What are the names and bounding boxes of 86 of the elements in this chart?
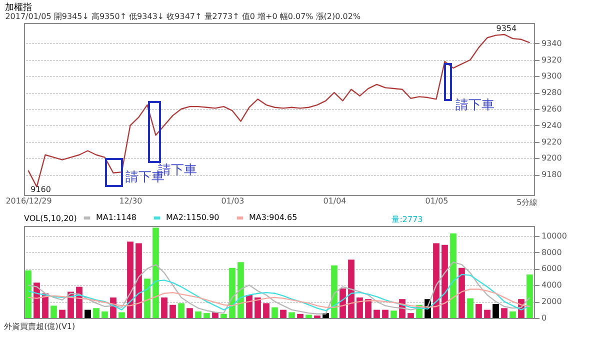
- y-tick-label: 9300: [542, 72, 562, 81]
- bar: [186, 308, 193, 318]
- bar: [272, 307, 278, 318]
- line-series: [28, 288, 530, 308]
- y-tick-label: 9280: [542, 88, 562, 98]
- bar: [59, 310, 66, 318]
- legend-label: MA1:1148: [96, 213, 137, 222]
- annotation: 9160: [30, 185, 51, 194]
- bar: [390, 310, 397, 318]
- y-tick-label: 8000: [542, 248, 562, 257]
- bar: [356, 297, 363, 318]
- bar: [76, 286, 82, 318]
- bar: [510, 311, 516, 318]
- x-tick-label: 2016/12/29: [6, 196, 52, 206]
- bar: [50, 306, 57, 318]
- text: 外資買賣超(億)(V1): [4, 320, 76, 332]
- bar: [246, 295, 252, 318]
- bar: [93, 308, 100, 318]
- x-tick-label: 01/04: [323, 196, 346, 206]
- bar: [408, 313, 414, 318]
- y-tick-label: 9260: [542, 104, 562, 114]
- bar: [450, 233, 456, 318]
- y-tick-label: 9240: [542, 120, 562, 130]
- y-tick-label: 6000: [542, 264, 562, 274]
- bar: [433, 243, 440, 318]
- bar: [84, 310, 91, 318]
- legend-label: MA2:1150.90: [166, 213, 220, 222]
- bar: [254, 297, 261, 318]
- y-tick-label: 2000: [542, 297, 562, 306]
- bar: [348, 260, 354, 318]
- bar: [144, 278, 150, 318]
- bar: [195, 311, 202, 318]
- bar: [204, 313, 210, 318]
- y-tick-label: 0: [542, 314, 547, 322]
- bar: [280, 310, 286, 318]
- legend-label: MA3:904.65: [249, 213, 298, 222]
- bar: [331, 265, 338, 318]
- bar: [526, 274, 533, 318]
- legend-title: VOL(5,10,20): [24, 214, 77, 223]
- bar: [118, 312, 125, 318]
- bar: [492, 304, 499, 318]
- bar: [161, 297, 168, 318]
- bar: [178, 303, 184, 318]
- y-tick-label: 10000: [542, 231, 567, 240]
- bar: [501, 308, 508, 318]
- y-tick-label: 9340: [542, 38, 562, 48]
- chart-title: 加權指: [5, 2, 32, 13]
- bar: [467, 298, 474, 318]
- bar: [442, 244, 448, 318]
- line-series: [28, 34, 530, 188]
- bar: [136, 243, 142, 318]
- bar: [229, 268, 236, 318]
- text: 量:2773: [392, 214, 423, 224]
- text: 5分線: [516, 197, 538, 208]
- bar: [170, 304, 176, 318]
- y-tick-label: 9200: [542, 154, 562, 163]
- bar: [476, 304, 482, 318]
- bar: [238, 262, 244, 318]
- bar: [127, 242, 134, 318]
- bar: [263, 303, 270, 318]
- y-tick-label: 9180: [542, 170, 562, 180]
- bar: [340, 288, 346, 318]
- bar: [25, 270, 32, 318]
- line-series: [28, 274, 530, 312]
- annotation: 9354: [496, 24, 517, 32]
- x-tick-label: 01/03: [221, 196, 244, 206]
- line-series: [28, 262, 530, 314]
- x-tick-label: 12/30: [119, 196, 142, 206]
- chart-subtitle: 2017/01/05 開9345↓ 高9350↑ 低9343↓ 收9347↑ 量2773↑ 值0 增+0 幅0.07% 漲(2)0.02%: [5, 12, 361, 21]
- bar: [297, 314, 304, 318]
- y-tick-label: 4000: [542, 280, 562, 290]
- bar: [102, 311, 108, 318]
- x-tick-label: 01/05: [425, 196, 448, 206]
- bar: [382, 310, 388, 318]
- y-tick-label: 9220: [542, 137, 562, 146]
- annotation: 請下車: [455, 96, 494, 114]
- bar: [458, 268, 465, 318]
- bar: [152, 228, 159, 318]
- bar: [484, 310, 490, 318]
- bar: [306, 314, 312, 318]
- bar: [220, 314, 227, 318]
- bar: [34, 282, 40, 318]
- bar: [365, 299, 372, 318]
- bar: [288, 312, 295, 318]
- bar: [374, 310, 380, 318]
- y-tick-label: 9320: [542, 55, 562, 64]
